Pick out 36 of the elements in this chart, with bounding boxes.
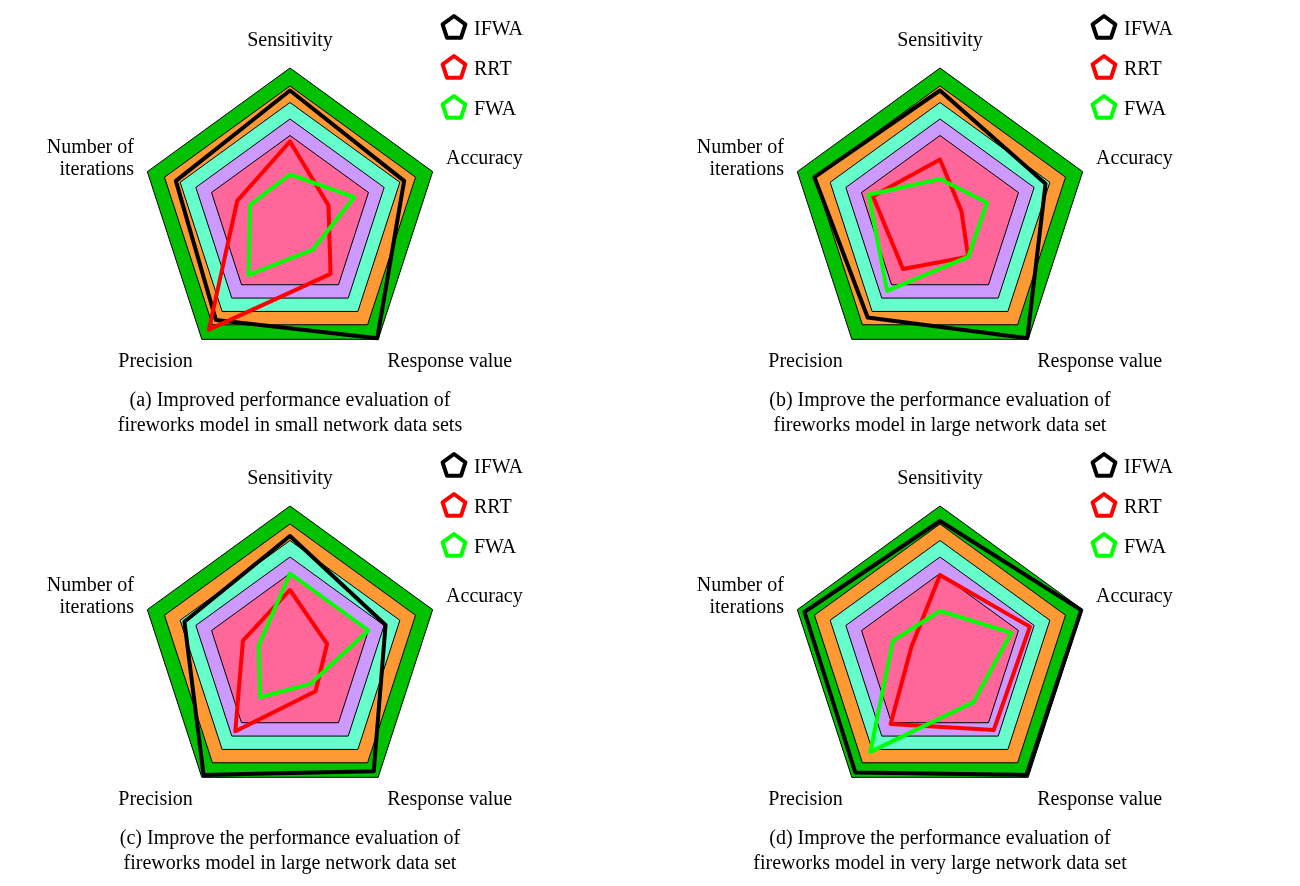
spoke-label: Number of iterations xyxy=(46,134,135,179)
spoke-label: Sensitivity xyxy=(247,28,333,51)
spoke-label: Precision xyxy=(768,787,843,810)
spoke-label: Accuracy xyxy=(1096,145,1173,169)
legend-label: IFWA xyxy=(1124,455,1174,477)
spoke-label: Response value xyxy=(387,787,513,811)
legend-label: IFWA xyxy=(474,17,524,39)
spoke-label: Response value xyxy=(1037,787,1163,811)
legend-label: RRT xyxy=(1124,57,1162,79)
spoke-label: Sensitivity xyxy=(897,28,983,51)
spoke-label: Precision xyxy=(768,349,843,372)
spoke-label: Number of iterations xyxy=(696,572,785,617)
legend-label: FWA xyxy=(1124,535,1167,557)
text: (c) Improve the performance evaluation of fireworks model in large network data set xyxy=(119,826,461,874)
text: (d) Improve the performance evaluation of fireworks model in very large network data set xyxy=(753,826,1128,874)
spoke-label: Accuracy xyxy=(446,583,523,607)
spoke-label: Precision xyxy=(118,787,193,810)
spoke-label: Sensitivity xyxy=(897,466,983,489)
spoke-label: Accuracy xyxy=(1096,583,1173,607)
spoke-label: Number of iterations xyxy=(46,572,135,617)
spoke-label: Accuracy xyxy=(446,145,523,169)
legend-label: RRT xyxy=(474,495,512,517)
legend-label: FWA xyxy=(1124,97,1167,119)
spoke-label: Response value xyxy=(387,349,513,373)
legend-label: IFWA xyxy=(474,455,524,477)
text: (b) Improve the performance evaluation of fireworks model in large network data set xyxy=(769,388,1112,436)
spoke-label: Response value xyxy=(1037,349,1163,373)
spoke-label: Precision xyxy=(118,349,193,372)
spoke-label: Number of iterations xyxy=(696,134,785,179)
text: (a) Improved performance evaluation of fireworks model in small network data sets xyxy=(117,388,463,435)
legend-label: RRT xyxy=(1124,495,1162,517)
legend-label: RRT xyxy=(474,57,512,79)
spoke-label: Sensitivity xyxy=(247,466,333,489)
legend-label: IFWA xyxy=(1124,17,1174,39)
legend-label: FWA xyxy=(474,535,517,557)
legend-label: FWA xyxy=(474,97,517,119)
